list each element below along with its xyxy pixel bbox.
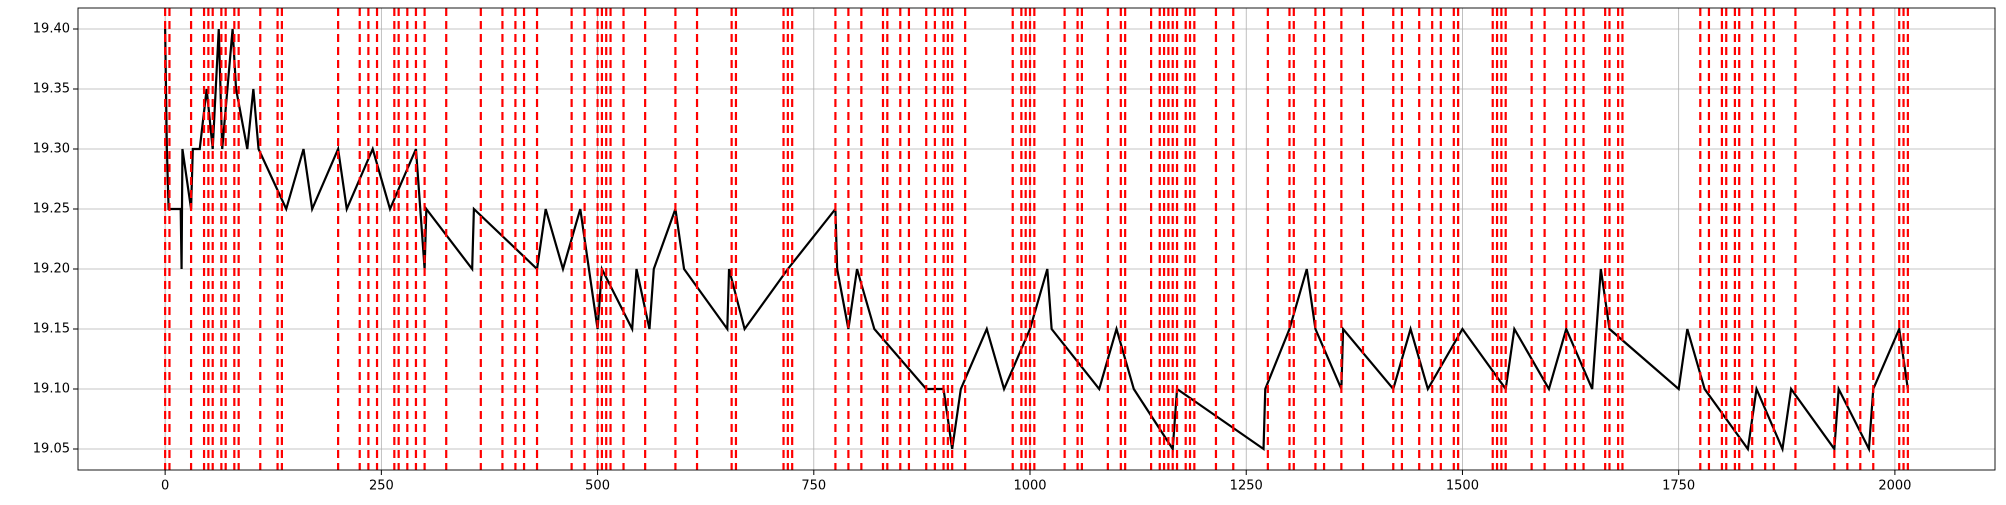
- x-tick-label: 250: [369, 479, 394, 494]
- x-tick-label: 1500: [1446, 479, 1479, 494]
- y-tick-label: 19.10: [33, 382, 70, 397]
- plot-frame: [77, 7, 1996, 471]
- x-tick-label: 500: [585, 479, 610, 494]
- y-tick-label: 19.40: [33, 22, 70, 37]
- x-tick-label: 1750: [1662, 479, 1695, 494]
- y-tick-label: 19.20: [33, 262, 70, 277]
- x-tick-label: 2000: [1878, 479, 1911, 494]
- line-series: [164, 28, 1909, 454]
- y-tick-label: 19.30: [33, 142, 70, 157]
- x-tick-label: 750: [801, 479, 826, 494]
- y-tick-label: 19.25: [33, 202, 70, 217]
- x-tick-label: 1250: [1230, 479, 1263, 494]
- y-tick-label: 19.15: [33, 322, 70, 337]
- x-tick-label: 0: [161, 479, 169, 494]
- y-tick-label: 19.35: [33, 82, 70, 97]
- x-tick-label: 1000: [1013, 479, 1046, 494]
- y-tick-label: 19.05: [33, 442, 70, 457]
